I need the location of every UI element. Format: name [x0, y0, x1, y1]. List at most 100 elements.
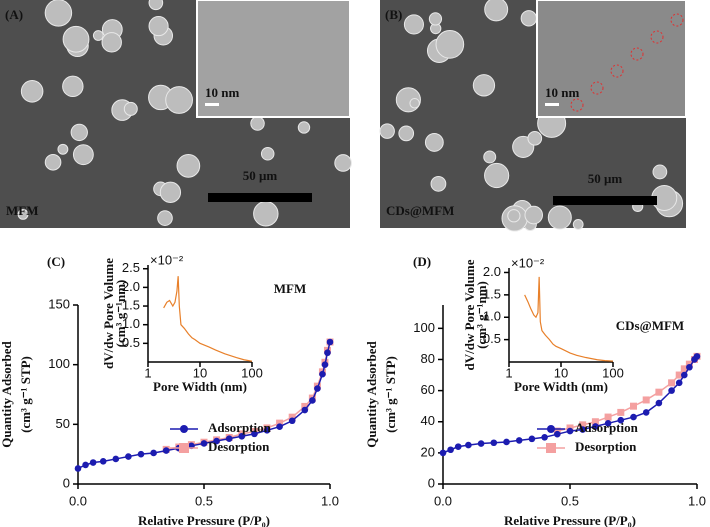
- chart-title: CDs@MFM: [616, 318, 684, 333]
- legend-label: Adsorption: [208, 420, 272, 435]
- particle: [123, 101, 138, 116]
- x-tick-label: 0.0: [434, 493, 452, 508]
- data-point: [528, 435, 536, 443]
- x-tick-label: 0.5: [561, 493, 579, 508]
- y-tick-label: 1.0: [483, 309, 501, 324]
- particle: [484, 162, 510, 189]
- data-point: [213, 437, 220, 445]
- scale-bar: [208, 193, 312, 202]
- y-tick-label: 40: [421, 413, 435, 428]
- x-tick-label: 0.5: [195, 493, 213, 508]
- legend-label: Desorption: [208, 439, 270, 454]
- y-axis-title: Quantity Adsorbed: [0, 340, 14, 447]
- x-tick-label: 10: [193, 365, 207, 380]
- data-point: [439, 449, 447, 457]
- particle: [44, 153, 62, 171]
- data-point: [686, 363, 693, 371]
- data-point: [617, 416, 625, 424]
- data-point: [617, 408, 625, 416]
- data-point: [137, 450, 145, 458]
- particle: [334, 154, 352, 172]
- data-point: [579, 426, 586, 433]
- marker-circle: [610, 64, 624, 78]
- inset-scale-label: 10 nm: [205, 85, 239, 100]
- particle: [157, 210, 173, 226]
- particle: [62, 75, 84, 98]
- legend-label: Desorption: [575, 439, 637, 454]
- data-point: [150, 449, 157, 457]
- y-tick-label: 100: [413, 320, 435, 335]
- y-axis-title: (cm³ g⁻¹nm): [113, 280, 128, 348]
- y-tick-label: 50: [56, 416, 70, 431]
- particle: [435, 30, 465, 59]
- series-line: [524, 276, 614, 362]
- y-tick-label: 2.0: [122, 279, 140, 294]
- y-tick-label: 0: [63, 475, 70, 490]
- particle: [101, 32, 122, 53]
- data-point: [655, 399, 663, 407]
- particle: [484, 0, 509, 22]
- legend-marker: [547, 425, 555, 433]
- y-tick-label: 0.5: [122, 335, 140, 350]
- y-axis-title: (cm³ g⁻¹nm): [474, 281, 489, 349]
- inset-micrograph: [196, 0, 351, 118]
- y-tick-label: 2.0: [483, 264, 501, 279]
- y-multiplier: ×10⁻²: [511, 255, 545, 270]
- x-axis-title: Relative Pressure (P/P₀): [138, 513, 270, 527]
- x-tick-label: 1.0: [688, 493, 706, 508]
- marker-circle: [570, 98, 584, 112]
- data-point: [74, 465, 82, 472]
- marker-circle: [590, 81, 604, 95]
- data-point: [477, 440, 485, 447]
- data-point: [579, 421, 587, 429]
- sample-label: CDs@MFM: [386, 203, 454, 218]
- data-point: [89, 459, 97, 466]
- data-point: [324, 349, 331, 357]
- particle: [17, 208, 29, 220]
- y-tick-label: 1.5: [483, 286, 501, 301]
- data-point: [490, 439, 498, 447]
- y-tick-label: 2.5: [122, 260, 140, 275]
- data-point: [668, 387, 675, 394]
- particle: [57, 143, 69, 155]
- data-point: [319, 370, 326, 378]
- data-point: [630, 402, 637, 410]
- particle: [379, 123, 395, 139]
- y-tick-label: 1.0: [122, 316, 140, 331]
- data-point: [276, 419, 284, 427]
- panel-label: (D): [413, 254, 431, 269]
- inset-scale-bar: [545, 103, 559, 106]
- data-point: [200, 440, 208, 447]
- particle: [430, 175, 447, 192]
- data-point: [604, 419, 612, 427]
- data-point: [238, 432, 246, 440]
- particle: [20, 80, 44, 103]
- data-point: [321, 361, 329, 368]
- scale-bar: [553, 196, 657, 205]
- x-tick-label: 1.0: [321, 493, 339, 508]
- data-point: [642, 409, 650, 416]
- particle: [148, 0, 164, 11]
- x-tick-label: 1: [505, 365, 512, 380]
- legend-marker: [546, 443, 556, 453]
- y-tick-label: 20: [421, 444, 435, 459]
- data-point: [566, 427, 574, 435]
- chart-title: MFM: [274, 281, 306, 296]
- y-tick-label: 0: [428, 475, 435, 490]
- y-tick-label: 0.5: [483, 331, 501, 346]
- particle: [148, 16, 169, 37]
- legend-marker: [179, 443, 189, 453]
- data-point: [288, 413, 296, 421]
- particle: [652, 164, 668, 180]
- panel-label: (B): [385, 7, 402, 22]
- particle: [250, 116, 265, 131]
- y-tick-label: 60: [421, 382, 435, 397]
- data-point: [276, 423, 283, 431]
- data-point: [301, 402, 309, 410]
- data-point: [465, 441, 472, 449]
- inset-scale-bar: [205, 103, 219, 106]
- x-tick-label: 0.0: [69, 493, 87, 508]
- particle: [159, 181, 182, 203]
- data-point: [680, 365, 688, 373]
- data-point: [554, 430, 561, 438]
